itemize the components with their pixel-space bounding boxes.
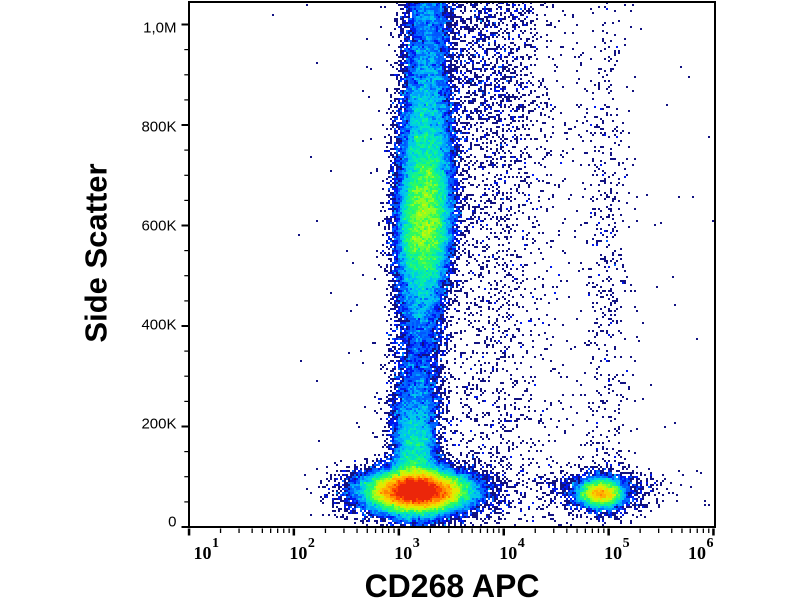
svg-text:CD268 APC: CD268 APC (365, 568, 540, 600)
svg-text:800K: 800K (141, 119, 176, 136)
svg-text:4: 4 (518, 536, 525, 551)
svg-text:600K: 600K (141, 218, 176, 235)
svg-text:10: 10 (289, 543, 307, 563)
svg-text:10: 10 (194, 543, 212, 563)
svg-text:10: 10 (688, 543, 706, 563)
svg-text:Side Scatter: Side Scatter (79, 163, 114, 342)
svg-text:10: 10 (394, 543, 412, 563)
svg-text:10: 10 (499, 543, 517, 563)
svg-text:5: 5 (623, 536, 630, 551)
svg-text:2: 2 (308, 536, 315, 551)
svg-text:400K: 400K (141, 317, 176, 334)
svg-text:1: 1 (212, 536, 219, 551)
svg-text:6: 6 (707, 536, 714, 551)
svg-text:200K: 200K (141, 416, 176, 433)
svg-text:0: 0 (168, 514, 176, 531)
svg-text:1,0M: 1,0M (143, 20, 176, 37)
svg-text:3: 3 (413, 536, 420, 551)
svg-text:10: 10 (604, 543, 622, 563)
